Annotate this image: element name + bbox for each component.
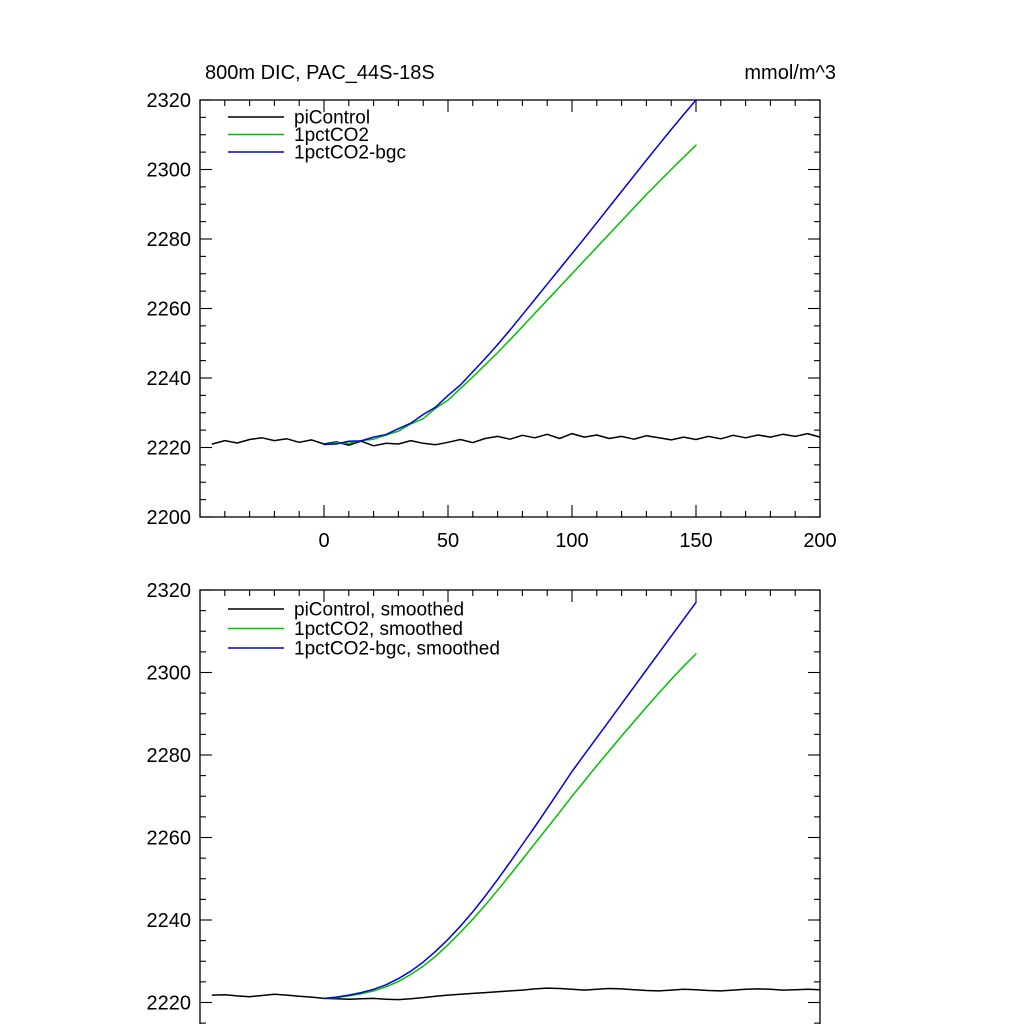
legend-label: piControl — [294, 108, 370, 129]
series-line-picontrol-smoothed — [211, 987, 821, 1001]
chart-1-group: 2200 2220 2240 2260 2280 2300 2320 0 50 100 150 200… — [147, 90, 837, 552]
legend-label: 1pctCO2 — [294, 125, 369, 146]
series-line-1pctco2-smoothed — [323, 653, 697, 1000]
x-tick-label: 100 — [555, 530, 588, 552]
y-tick-label: 2200 — [147, 507, 192, 529]
y-tick-label: 2260 — [147, 828, 192, 850]
y-tick-label: 2280 — [147, 229, 192, 251]
x-tick-label: 50 — [437, 530, 459, 552]
chart-2-group: 2200222022402260228023002320piControl, s… — [147, 580, 821, 1024]
y-tick-label: 2300 — [147, 663, 192, 685]
y-tick-label: 2240 — [147, 910, 192, 932]
axis-box — [199, 589, 821, 1024]
axis-box — [199, 99, 821, 518]
y-tick-label: 2320 — [147, 580, 192, 602]
series-line-1pctco2-bgc-smoothed — [323, 601, 697, 1000]
axis-ticks — [199, 589, 821, 1024]
series-line-picontrol — [211, 432, 821, 447]
y-tick-label: 2220 — [147, 438, 192, 460]
axis-ticks — [199, 99, 821, 518]
y-tick-label: 2220 — [147, 993, 192, 1015]
y-tick-label: 2240 — [147, 368, 192, 390]
y-tick-label: 2280 — [147, 745, 192, 767]
x-tick-label: 150 — [679, 530, 712, 552]
x-tick-label: 200 — [803, 530, 836, 552]
chart-title: 800m DIC, PAC_44S-18S — [205, 62, 435, 84]
series-line-1pctco2 — [323, 144, 697, 446]
legend-label: 1pctCO2-bgc — [294, 143, 406, 164]
legend-label: 1pctCO2-bgc, smoothed — [294, 639, 500, 660]
series-line-1pctco2-bgc — [323, 99, 697, 446]
legend-label: piControl, smoothed — [294, 600, 464, 621]
units-label: mmol/m^3 — [744, 62, 836, 84]
y-tick-label: 2260 — [147, 299, 192, 321]
y-tick-label: 2300 — [147, 160, 192, 182]
legend-label: 1pctCO2, smoothed — [294, 619, 463, 640]
y-tick-label: 2320 — [147, 90, 192, 112]
x-tick-label: 0 — [318, 530, 329, 552]
